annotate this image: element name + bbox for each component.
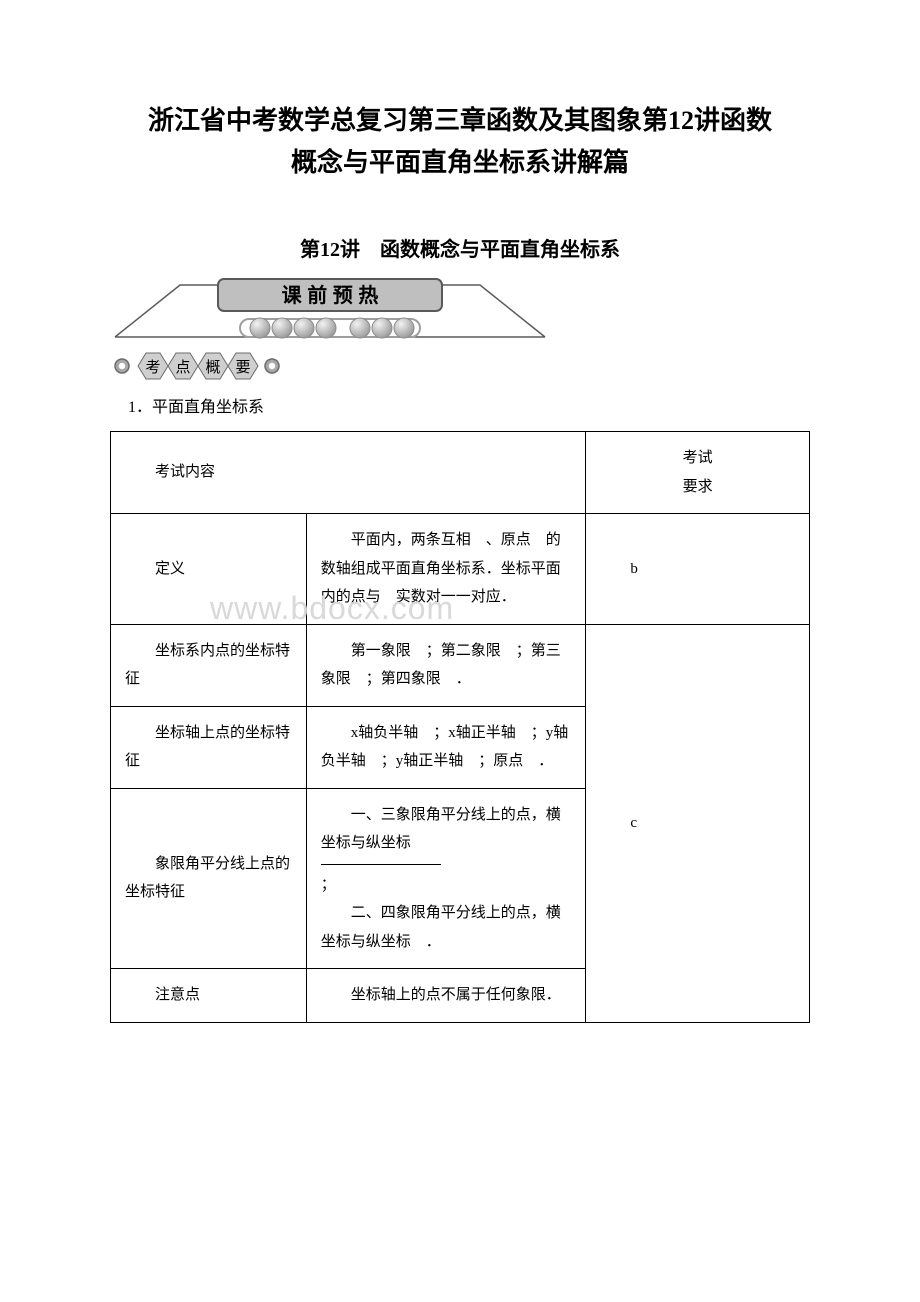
blank-underline xyxy=(321,864,441,865)
main-title: 浙江省中考数学总复习第三章函数及其图象第12讲函数 概念与平面直角坐标系讲解篇 xyxy=(110,100,810,183)
row-axis-text: x轴负半轴 ；x轴正半轴 ；y轴负半轴 ；y轴正半轴 ；原点 ． xyxy=(306,706,586,788)
th-requirement: 考试 要求 xyxy=(586,432,810,514)
row-quadrant-label: 坐标系内点的坐标特征 xyxy=(111,624,307,706)
svg-text:考: 考 xyxy=(145,359,160,376)
banner-label: 课 前 预 热 xyxy=(282,283,379,307)
th-content: 考试内容 xyxy=(111,432,586,514)
content-table: 考试内容 考试 要求 定义 平面内，两条互相 、原点 的数轴组成平面直角坐标系．… xyxy=(110,431,810,1023)
row-definition-req: b xyxy=(586,514,810,625)
rows-group-req: c xyxy=(586,624,810,1022)
row-note-label: 注意点 xyxy=(111,969,307,1023)
row-bisector-label: 象限角平分线上点的坐标特征 xyxy=(111,788,307,969)
row-quadrant-text: 第一象限 ；第二象限 ；第三象限 ；第四象限 ． xyxy=(306,624,586,706)
svg-text:点: 点 xyxy=(175,359,190,376)
title-line-2: 概念与平面直角坐标系讲解篇 xyxy=(110,142,810,184)
svg-text:要: 要 xyxy=(235,360,250,376)
row-definition-text: 平面内，两条互相 、原点 的数轴组成平面直角坐标系．坐标平面内的点与 实数对一一… xyxy=(306,514,586,625)
warmup-banner: 课 前 预 热 xyxy=(110,277,550,343)
section-1-heading: 1．平面直角坐标系 xyxy=(128,393,810,417)
row-note-text: 坐标轴上的点不属于任何象限． xyxy=(306,969,586,1023)
svg-text:概: 概 xyxy=(205,359,220,376)
key-points-tag: 考 点 概 要 xyxy=(110,351,810,381)
row-definition-label: 定义 xyxy=(111,514,307,625)
row-bisector-text: 一、三象限角平分线上的点，横坐标与纵坐标 ； 二、四象限角平分线上的点，横坐标与… xyxy=(306,788,586,969)
title-line-1: 浙江省中考数学总复习第三章函数及其图象第12讲函数 xyxy=(110,100,810,142)
sub-title: 第12讲 函数概念与平面直角坐标系 xyxy=(110,233,810,262)
row-axis-label: 坐标轴上点的坐标特征 xyxy=(111,706,307,788)
